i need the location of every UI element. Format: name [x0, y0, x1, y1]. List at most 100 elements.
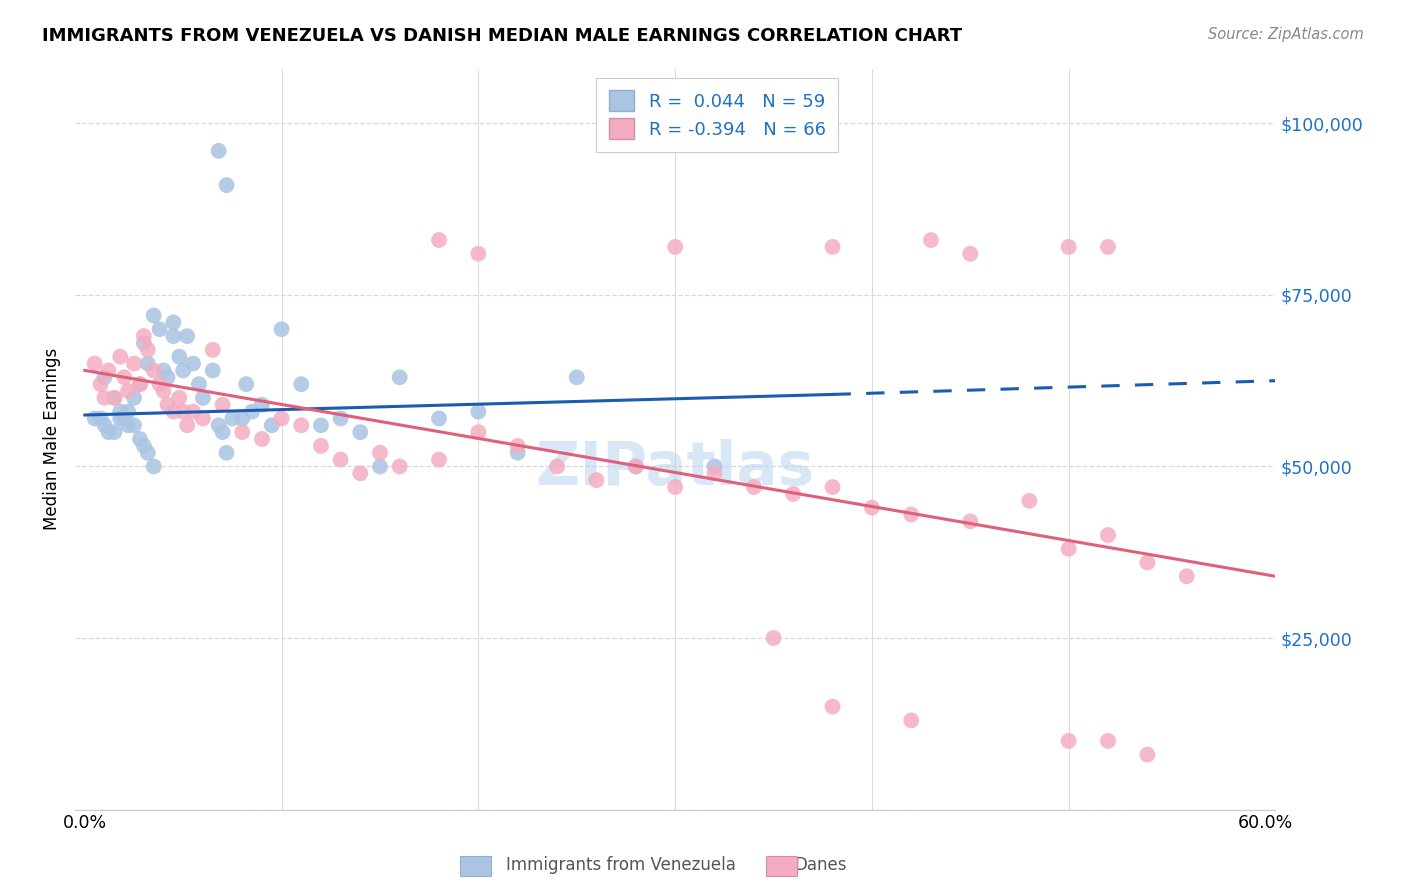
Point [208, 144, 231, 158]
Point [250, 432, 273, 446]
Point [1057, 734, 1080, 748]
Point [349, 425, 371, 439]
Point [188, 377, 211, 392]
Point [329, 411, 352, 425]
Point [211, 425, 233, 439]
Point [129, 377, 152, 392]
Point [762, 631, 785, 645]
Point [152, 384, 174, 398]
Text: Source: ZipAtlas.com: Source: ZipAtlas.com [1208, 27, 1364, 42]
Point [149, 322, 172, 336]
Point [211, 398, 233, 412]
Point [1175, 569, 1198, 583]
Point [93, 418, 115, 433]
Point [1018, 493, 1040, 508]
Point [110, 404, 132, 418]
Point [821, 480, 844, 494]
Point [176, 418, 198, 433]
Point [260, 418, 283, 433]
Point [860, 500, 883, 515]
Point [201, 343, 224, 357]
Point [152, 363, 174, 377]
Point [142, 309, 165, 323]
Point [103, 391, 125, 405]
Point [821, 240, 844, 254]
Point [172, 363, 194, 377]
Point [467, 404, 489, 418]
Text: Danes: Danes [794, 855, 846, 873]
Point [93, 370, 115, 384]
Point [1097, 528, 1119, 542]
Point [156, 398, 179, 412]
Point [1057, 541, 1080, 556]
Point [181, 357, 204, 371]
Point [132, 329, 155, 343]
Point [900, 714, 922, 728]
Point [112, 411, 135, 425]
Point [90, 377, 112, 392]
Point [162, 315, 184, 329]
Point [821, 699, 844, 714]
Point [231, 411, 253, 425]
Point [112, 411, 135, 425]
Point [290, 377, 312, 392]
Point [782, 487, 804, 501]
Point [122, 418, 145, 433]
Point [191, 391, 214, 405]
Point [506, 439, 529, 453]
Point [427, 233, 450, 247]
Point [83, 357, 105, 371]
Point [1136, 747, 1159, 762]
Point [388, 459, 411, 474]
Point [201, 363, 224, 377]
Point [1097, 240, 1119, 254]
Point [388, 370, 411, 384]
Point [309, 439, 332, 453]
Text: ZIPatlas: ZIPatlas [536, 439, 814, 498]
Point [169, 391, 191, 405]
Point [169, 350, 191, 364]
Point [959, 514, 981, 528]
Point [309, 418, 332, 433]
Point [117, 384, 139, 398]
Point [546, 459, 568, 474]
Point [191, 411, 214, 425]
Point [129, 432, 152, 446]
Point [624, 459, 647, 474]
Point [235, 377, 257, 392]
Point [162, 329, 184, 343]
Point [172, 404, 194, 418]
Point [149, 377, 172, 392]
Point [97, 363, 120, 377]
Point [122, 391, 145, 405]
Legend: R =  0.044   N = 59, R = -0.394   N = 66: R = 0.044 N = 59, R = -0.394 N = 66 [596, 78, 838, 152]
Text: Immigrants from Venezuela: Immigrants from Venezuela [506, 855, 735, 873]
Point [565, 370, 588, 384]
Point [215, 178, 238, 193]
Point [270, 322, 292, 336]
Point [142, 459, 165, 474]
Point [208, 418, 231, 433]
Point [1097, 734, 1119, 748]
Point [110, 350, 132, 364]
Point [221, 411, 243, 425]
Point [136, 357, 159, 371]
Text: IMMIGRANTS FROM VENEZUELA VS DANISH MEDIAN MALE EARNINGS CORRELATION CHART: IMMIGRANTS FROM VENEZUELA VS DANISH MEDI… [42, 27, 962, 45]
Point [368, 459, 391, 474]
Point [215, 446, 238, 460]
Point [231, 425, 253, 439]
Point [117, 418, 139, 433]
Point [129, 377, 152, 392]
Point [136, 343, 159, 357]
Point [959, 247, 981, 261]
Point [176, 329, 198, 343]
Point [97, 425, 120, 439]
Point [103, 425, 125, 439]
Point [703, 459, 725, 474]
Point [132, 439, 155, 453]
Point [467, 247, 489, 261]
Point [506, 446, 529, 460]
Point [703, 467, 725, 481]
Point [427, 411, 450, 425]
Point [368, 446, 391, 460]
